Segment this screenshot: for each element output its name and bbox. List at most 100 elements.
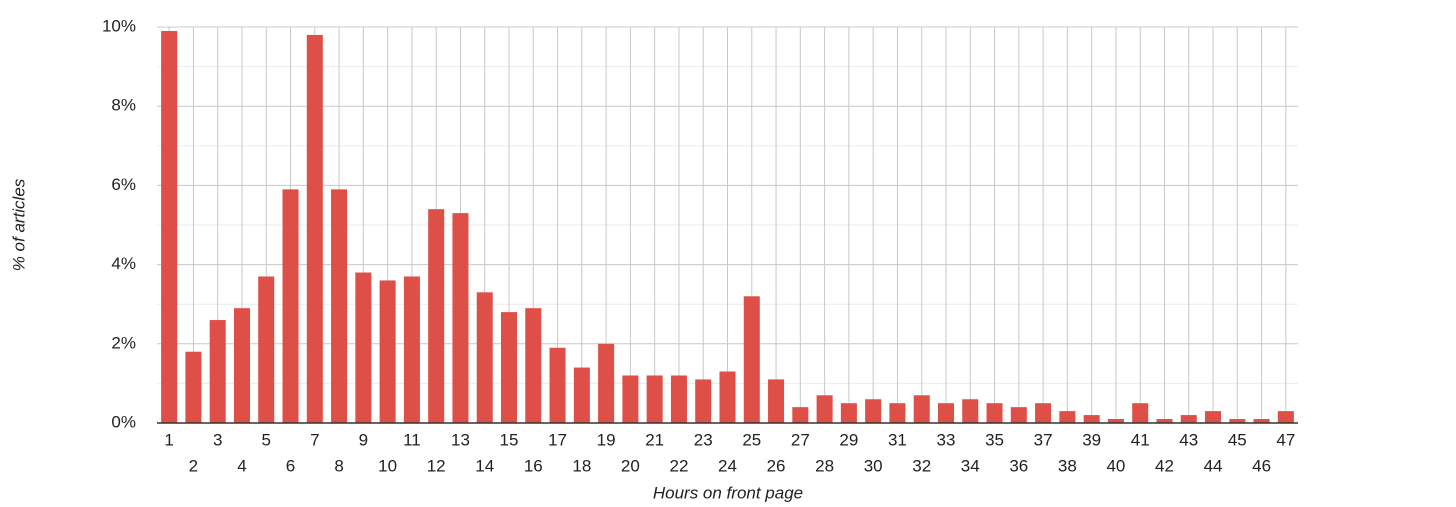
- bar: [403, 276, 420, 423]
- x-tick-label: 42: [1155, 456, 1174, 475]
- x-tick-label: 46: [1252, 456, 1271, 475]
- x-axis-title: Hours on front page: [653, 483, 803, 502]
- x-tick-label: 23: [694, 430, 713, 449]
- x-tick-label: 22: [669, 456, 688, 475]
- x-tick-label: 44: [1204, 456, 1223, 475]
- bar: [1205, 411, 1222, 423]
- x-tick-label: 13: [451, 430, 470, 449]
- bar: [1277, 411, 1294, 423]
- x-tick-label: 31: [888, 430, 907, 449]
- x-tick-label: 17: [548, 430, 567, 449]
- x-tick-label: 30: [864, 456, 883, 475]
- x-tick-label: 47: [1276, 430, 1295, 449]
- bar: [500, 312, 518, 423]
- x-tick-label: 5: [262, 430, 271, 449]
- bar: [840, 403, 857, 423]
- bar: [816, 395, 833, 423]
- x-tick-label: 41: [1131, 430, 1150, 449]
- bar: [1156, 419, 1173, 423]
- bar: [986, 403, 1003, 423]
- x-tick-label: 14: [475, 456, 494, 475]
- bar: [1253, 419, 1270, 423]
- x-tick-label: 10: [378, 456, 397, 475]
- bar: [670, 375, 687, 423]
- bar: [695, 379, 712, 423]
- x-tick-label: 21: [645, 430, 664, 449]
- bar: [379, 280, 396, 423]
- x-tick-label: 43: [1179, 430, 1198, 449]
- bar: [233, 308, 250, 423]
- bar: [549, 347, 566, 423]
- y-tick-label: 2%: [111, 333, 136, 352]
- x-tick-label: 2: [189, 456, 198, 475]
- x-tick-label: 26: [767, 456, 786, 475]
- x-tick-label: 12: [427, 456, 446, 475]
- x-tick-label: 8: [334, 456, 343, 475]
- bar: [476, 292, 493, 423]
- x-tick-label: 11: [403, 430, 421, 449]
- bar: [1132, 403, 1149, 423]
- y-tick-label: 10%: [102, 16, 136, 35]
- x-tick-label: 3: [213, 430, 222, 449]
- bar: [185, 351, 202, 423]
- bar: [646, 375, 663, 423]
- bar: [282, 189, 299, 423]
- x-tick-label: 34: [961, 456, 980, 475]
- y-tick-label: 6%: [111, 175, 136, 194]
- y-tick-label: 0%: [111, 412, 136, 431]
- y-tick-label: 4%: [111, 254, 136, 273]
- x-tick-label: 45: [1228, 430, 1247, 449]
- bar: [1180, 415, 1197, 423]
- x-tick-label: 28: [815, 456, 834, 475]
- bar: [1059, 411, 1076, 423]
- bar: [768, 379, 785, 423]
- x-tick-label: 39: [1082, 430, 1101, 449]
- x-tick-label: 32: [912, 456, 931, 475]
- bar: [306, 34, 323, 424]
- x-tick-label: 29: [839, 430, 858, 449]
- x-tick-label: 6: [286, 456, 295, 475]
- bar: [525, 308, 542, 423]
- bar: [865, 399, 882, 423]
- bar: [889, 403, 906, 423]
- x-tick-label: 16: [524, 456, 543, 475]
- x-tick-label: 24: [718, 456, 737, 475]
- x-tick-label: 40: [1106, 456, 1125, 475]
- x-tick-label: 37: [1034, 430, 1053, 449]
- bar: [1083, 415, 1100, 423]
- y-tick-label: 8%: [111, 96, 136, 115]
- bar: [331, 189, 348, 423]
- x-tick-label: 1: [164, 430, 173, 449]
- bar: [1035, 403, 1052, 423]
- y-axis-title: % of articles: [9, 178, 28, 271]
- bar: [428, 209, 445, 423]
- bar: [962, 399, 979, 423]
- bar: [355, 272, 372, 423]
- x-tick-label: 9: [359, 430, 368, 449]
- x-tick-label: 35: [985, 430, 1004, 449]
- x-tick-label: 33: [937, 430, 956, 449]
- bar: [598, 343, 615, 423]
- x-tick-label: 18: [572, 456, 591, 475]
- bar: [258, 276, 275, 423]
- bar: [1107, 419, 1124, 423]
- x-tick-label: 15: [500, 430, 519, 449]
- bar: [1229, 419, 1246, 423]
- x-tick-label: 25: [742, 430, 761, 449]
- bar: [452, 213, 469, 423]
- bar: [1010, 407, 1027, 423]
- bar: [743, 296, 760, 423]
- x-tick-label: 19: [597, 430, 616, 449]
- x-tick-label: 38: [1058, 456, 1077, 475]
- bar: [792, 407, 809, 423]
- bar: [937, 403, 955, 423]
- x-tick-label: 36: [1009, 456, 1028, 475]
- bar: [209, 320, 226, 423]
- bar: [622, 375, 639, 423]
- x-tick-label: 27: [791, 430, 810, 449]
- x-tick-label: 7: [310, 430, 319, 449]
- bar: [161, 30, 178, 424]
- bar: [573, 367, 590, 423]
